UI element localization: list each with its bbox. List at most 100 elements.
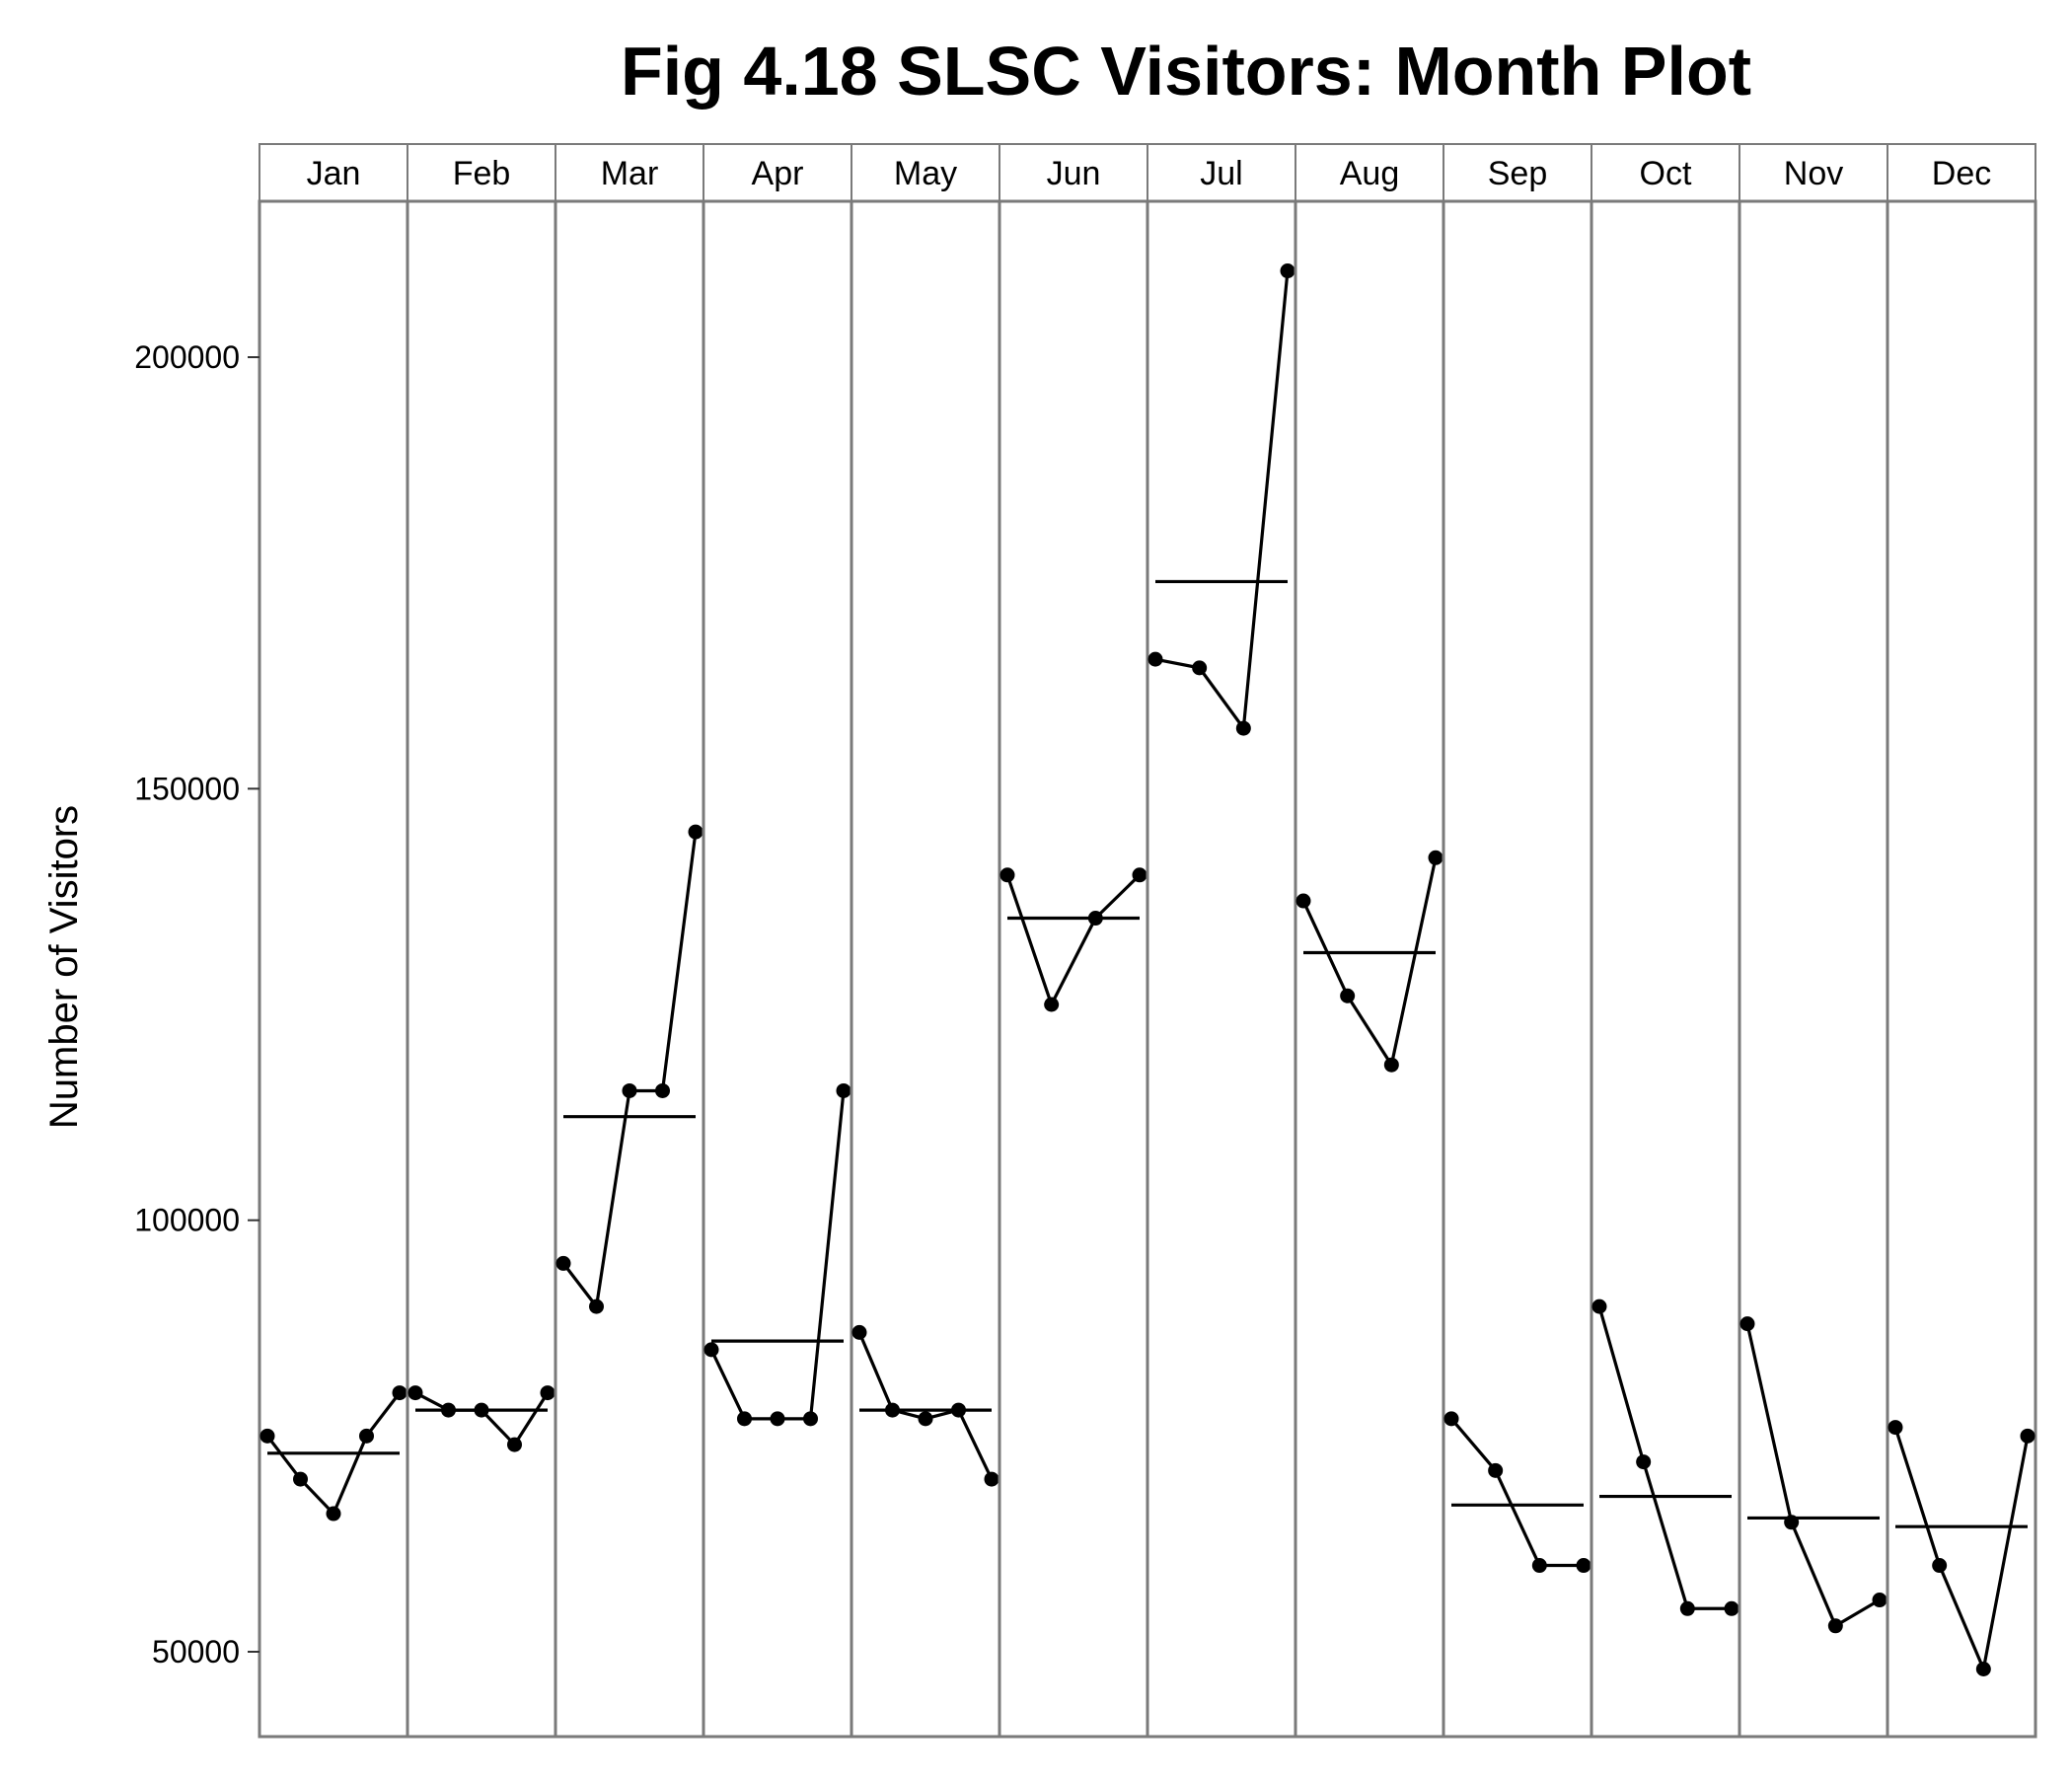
facet-strip xyxy=(851,143,1000,202)
facet-panel-may: May xyxy=(850,143,1001,1739)
facet-panel-background xyxy=(1590,199,1741,1739)
facet-strip xyxy=(1591,143,1740,202)
facet-strip xyxy=(1295,143,1444,202)
data-point xyxy=(999,867,1015,883)
facet-panel-background xyxy=(258,199,409,1739)
data-point xyxy=(326,1506,341,1521)
facet-strip-label: Jun xyxy=(1047,155,1101,192)
series-line xyxy=(1154,270,1290,730)
facet-panel-background xyxy=(850,199,1001,1739)
series-line xyxy=(1597,1305,1732,1610)
facet-panel-sep: Sep xyxy=(1442,143,1593,1739)
data-point xyxy=(392,1385,407,1401)
data-point xyxy=(984,1471,999,1487)
data-point xyxy=(1443,1411,1459,1427)
facet-strip-label: May xyxy=(894,155,957,192)
data-point xyxy=(589,1299,604,1314)
data-point xyxy=(803,1411,818,1427)
data-point xyxy=(1636,1454,1652,1470)
data-point xyxy=(507,1437,522,1452)
data-point xyxy=(836,1082,851,1098)
data-point xyxy=(688,824,703,840)
data-point xyxy=(737,1411,752,1427)
facet-strip xyxy=(259,143,408,202)
data-point xyxy=(1235,720,1251,736)
facet-strip-label: Feb xyxy=(453,155,511,192)
data-point xyxy=(1784,1515,1800,1530)
data-point xyxy=(1044,997,1060,1012)
y-tick-label: 150000 xyxy=(134,771,240,806)
data-point xyxy=(1132,867,1147,883)
facet-panel-background xyxy=(702,199,853,1739)
data-point xyxy=(1192,660,1208,676)
data-point xyxy=(1591,1299,1607,1314)
data-point xyxy=(1428,850,1443,865)
facet-panel-jan: Jan xyxy=(258,143,409,1739)
facet-panel-background xyxy=(1442,199,1593,1739)
data-point xyxy=(1724,1600,1739,1616)
facet-panel-background xyxy=(1738,199,1889,1739)
data-point xyxy=(359,1428,374,1444)
y-tick-label: 100000 xyxy=(134,1203,240,1238)
facet-panel-feb: Feb xyxy=(406,143,557,1739)
facet-strip xyxy=(703,143,852,202)
facet-strip xyxy=(1887,143,2036,202)
facet-panel-apr: Apr xyxy=(702,143,853,1739)
data-point xyxy=(851,1324,867,1340)
facet-strip-label: Sep xyxy=(1488,155,1548,192)
facet-panel-nov: Nov xyxy=(1738,143,1889,1739)
facet-panel-aug: Aug xyxy=(1294,143,1445,1739)
data-point xyxy=(770,1411,785,1427)
data-point xyxy=(655,1082,670,1098)
series-line xyxy=(1301,856,1438,1067)
data-point xyxy=(1383,1057,1399,1073)
facet-strip xyxy=(555,143,704,202)
series-line xyxy=(1745,1323,1881,1628)
data-point xyxy=(1531,1558,1547,1574)
data-point xyxy=(1087,911,1103,927)
y-axis: 50000 100000 150000 200000 xyxy=(134,339,259,1670)
data-point xyxy=(1827,1618,1843,1634)
data-point xyxy=(259,1428,275,1444)
facet-panel-jul: Jul xyxy=(1146,143,1297,1739)
series-line xyxy=(1449,1417,1584,1568)
data-point xyxy=(1932,1558,1948,1574)
data-point xyxy=(1975,1661,1991,1676)
facet-panel-oct: Oct xyxy=(1590,143,1741,1739)
facet-strip-label: Mar xyxy=(601,155,659,192)
facet-panel-background xyxy=(1294,199,1445,1739)
data-point xyxy=(1147,651,1163,667)
facet-strip-label: Jul xyxy=(1200,155,1242,192)
data-point xyxy=(885,1402,900,1418)
facet-strip-label: Dec xyxy=(1932,155,1991,192)
data-point xyxy=(1887,1420,1903,1436)
facet-strip xyxy=(999,143,1148,202)
data-point xyxy=(2020,1428,2035,1444)
data-point xyxy=(951,1402,966,1418)
chart-title: Fig 4.18 SLSC Visitors: Month Plot xyxy=(621,33,1751,110)
facet-strip xyxy=(407,143,556,202)
series-line xyxy=(1005,873,1142,1006)
facet-panel-background xyxy=(998,199,1149,1739)
data-point xyxy=(474,1402,489,1418)
facet-panel-mar: Mar xyxy=(554,143,705,1739)
data-point xyxy=(703,1342,719,1358)
facet-strip-label: Oct xyxy=(1640,155,1692,192)
facet-panel-background xyxy=(1146,199,1297,1739)
facet-strip xyxy=(1443,143,1592,202)
data-point xyxy=(1295,893,1311,909)
data-point xyxy=(1576,1558,1591,1574)
data-point xyxy=(407,1385,423,1401)
data-point xyxy=(1739,1316,1755,1332)
data-point xyxy=(1280,263,1295,279)
data-point xyxy=(1340,988,1356,1003)
y-tick-label: 200000 xyxy=(134,339,240,375)
facet-strip-label: Aug xyxy=(1340,155,1400,192)
facet-panel-background xyxy=(554,199,705,1739)
y-axis-title: Number of Visitors xyxy=(42,805,86,1129)
data-point xyxy=(1872,1593,1887,1608)
facet-strip-label: Jan xyxy=(307,155,361,192)
facet-panel-jun: Jun xyxy=(998,143,1149,1739)
data-point xyxy=(555,1255,571,1271)
